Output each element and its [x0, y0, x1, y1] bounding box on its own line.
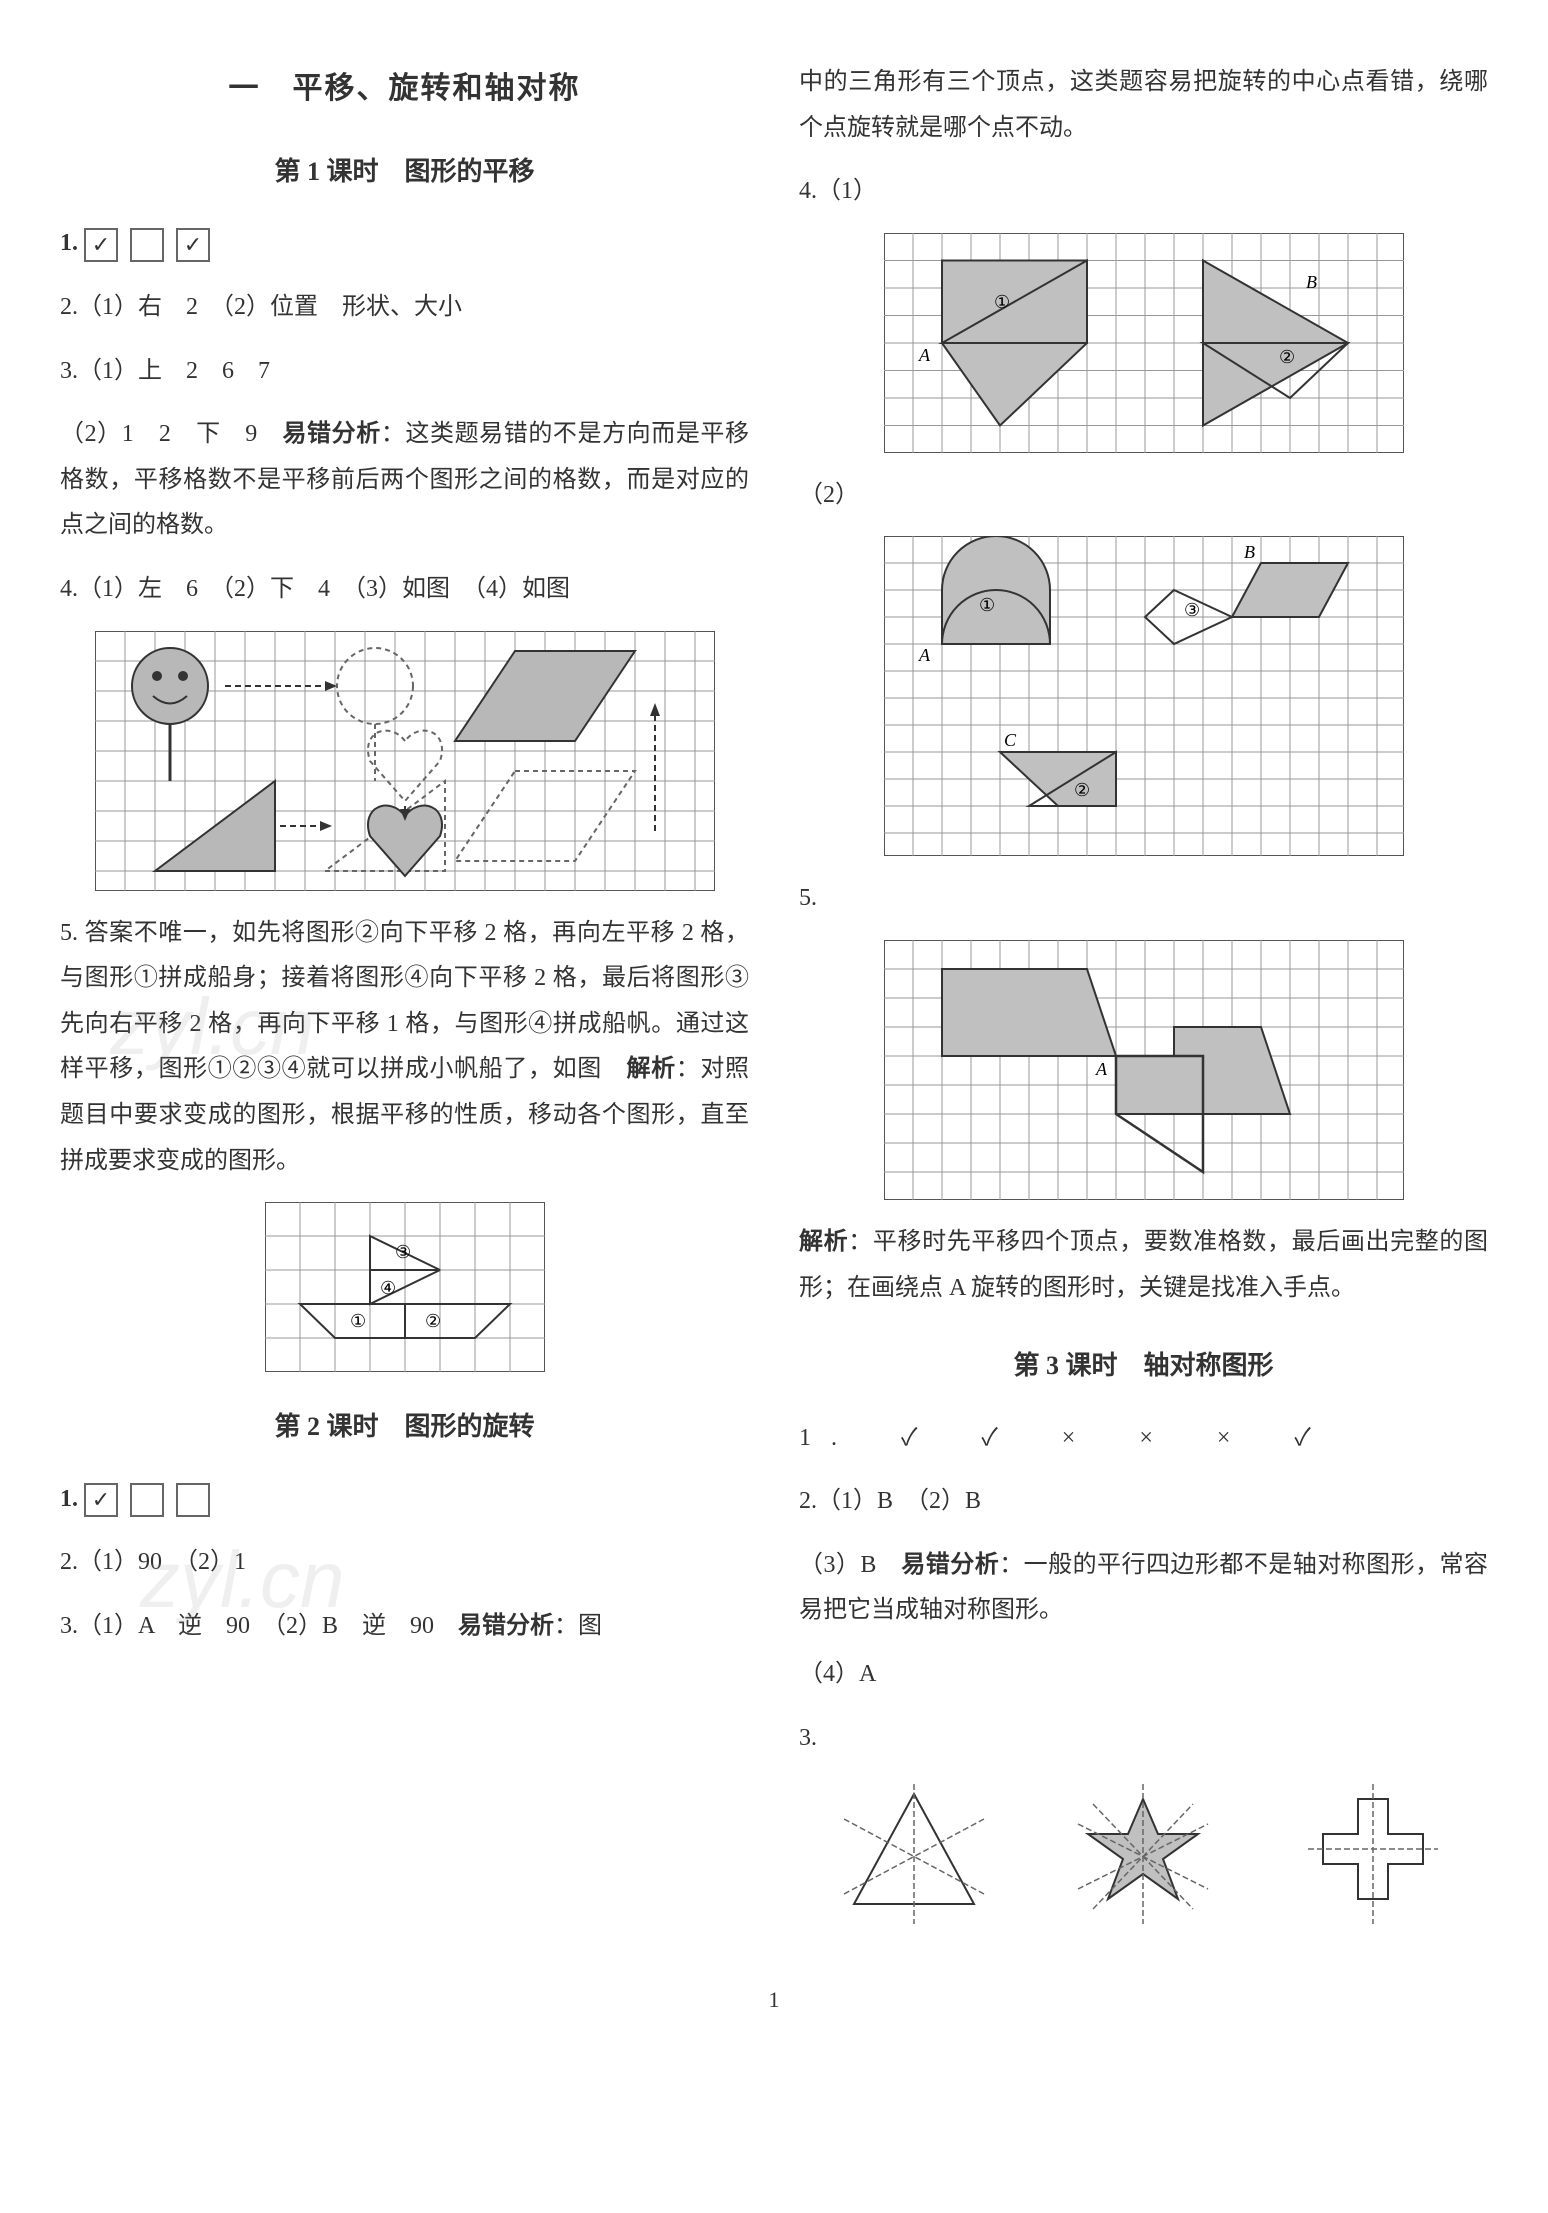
lesson2-fig5: A [799, 940, 1488, 1200]
svg-text:C: C [1004, 730, 1017, 750]
l2-q3-prefix: 3.（1）A 逆 90 （2）B 逆 90 [60, 1613, 458, 1639]
fig5-svg: A [884, 940, 1404, 1200]
symmetry-figures [799, 1779, 1488, 1929]
svg-text:B: B [1306, 272, 1317, 292]
lesson3-q3label: 3. [799, 1716, 1488, 1762]
lesson2-q3: 3.（1）A 逆 90 （2）B 逆 90 易错分析：图 zyl.cn [60, 1604, 749, 1650]
lesson1-q4: 4.（1）左 6 （2）下 4 （3）如图 （4）如图 [60, 567, 749, 613]
lesson3-q4: （4）A [799, 1652, 1488, 1698]
lesson1-q1: 1. ✓ ✓ [60, 221, 749, 267]
svg-text:①: ① [350, 1311, 366, 1331]
svg-text:A: A [1095, 1059, 1108, 1079]
l2-checkbox-1: ✓ [84, 1483, 118, 1517]
boat-svg: ③ ④ ① ② [265, 1202, 545, 1372]
svg-text:①: ① [979, 595, 995, 615]
svg-text:②: ② [1074, 780, 1090, 800]
fig4-2-svg: A ① B ③ C ② [884, 536, 1404, 856]
q3-2-prefix: （2）1 2 下 9 [60, 421, 282, 447]
svg-text:A: A [918, 645, 931, 665]
left-column: 一 平移、旋转和轴对称 第 1 课时 图形的平移 1. ✓ ✓ 2.（1）右 2… [60, 60, 749, 1949]
triangle-symmetry [834, 1779, 994, 1929]
fig4-1-svg: A ① B ② [884, 233, 1404, 453]
cross-symmetry [1293, 1779, 1453, 1929]
svg-text:④: ④ [380, 1278, 396, 1298]
checkbox-2 [130, 228, 164, 262]
svg-text:①: ① [994, 292, 1010, 312]
boat-figure: ③ ④ ① ② [60, 1202, 749, 1372]
svg-text:A: A [918, 345, 931, 365]
lesson1-q3-2: （2）1 2 下 9 易错分析：这类题易错的不是方向而是平移格数，平移格数不是平… [60, 412, 749, 549]
right-column: 中的三角形有三个顶点，这类题容易把旋转的中心点看错，绕哪个点旋转就是哪个点不动。… [799, 60, 1488, 1949]
l2-checkbox-3 [176, 1483, 210, 1517]
l3-q3-bold: 易错分析 [901, 1552, 999, 1578]
checkbox-1: ✓ [84, 228, 118, 262]
l2-q5-text: ：平移时先平移四个顶点，要数准格数，最后画出完整的图形；在画绕点 A 旋转的图形… [799, 1229, 1488, 1301]
lesson2-q4-2-label: （2） [799, 473, 1488, 519]
lesson2-fig4-1: A ① B ② [799, 233, 1488, 453]
lesson2-fig4-2: A ① B ③ C ② [799, 536, 1488, 856]
lesson2-q2: 2.（1）90 （2）1 [60, 1540, 749, 1586]
svg-text:③: ③ [395, 1242, 411, 1262]
star-symmetry [1063, 1779, 1223, 1929]
lesson2-q4-1-label: 4.（1） [799, 169, 1488, 215]
lesson3-q2: 2.（1）B （2）B [799, 1479, 1488, 1525]
lesson1-q2: 2.（1）右 2 （2）位置 形状、大小 [60, 285, 749, 331]
l2-q3-rest-top: ：图 [554, 1613, 602, 1639]
lesson3-q1: 1. ✓ ✓ × × × ✓ [799, 1416, 1488, 1462]
l3-q3-prefix: （3）B [799, 1552, 901, 1578]
page-number: 1 [60, 1979, 1488, 2021]
lesson2-q1: 1. ✓ [60, 1477, 749, 1523]
l2-q5-bold: 解析 [799, 1229, 848, 1255]
svg-text:②: ② [425, 1311, 441, 1331]
chapter-title: 一 平移、旋转和轴对称 [60, 60, 749, 117]
svg-text:②: ② [1279, 347, 1295, 367]
lesson1-q5: 5. 答案不唯一，如先将图形②向下平移 2 格，再向左平移 2 格，与图形①拼成… [60, 911, 749, 1185]
lesson2-q3-continue: 中的三角形有三个顶点，这类题容易把旋转的中心点看错，绕哪个点旋转就是哪个点不动。 [799, 60, 1488, 151]
lesson1-q4-figure [60, 631, 749, 891]
l2-checkbox-2 [130, 1483, 164, 1517]
lesson3-q3: （3）B 易错分析：一般的平行四边形都不是轴对称图形，常容易把它当成轴对称图形。 [799, 1543, 1488, 1634]
checkbox-3: ✓ [176, 228, 210, 262]
lesson1-title: 第 1 课时 图形的平移 [60, 147, 749, 196]
lesson3-title: 第 3 课时 轴对称图形 [799, 1341, 1488, 1390]
q5-bold: 解析 [626, 1056, 675, 1082]
q3-2-bold: 易错分析 [282, 421, 380, 447]
lesson2-title: 第 2 课时 图形的旋转 [60, 1402, 749, 1451]
l2-q3-bold: 易错分析 [458, 1613, 554, 1639]
lesson2-q5-text: 解析：平移时先平移四个顶点，要数准格数，最后画出完整的图形；在画绕点 A 旋转的… [799, 1220, 1488, 1311]
svg-text:③: ③ [1184, 600, 1200, 620]
lesson1-q3-1: 3.（1）上 2 6 7 [60, 349, 749, 395]
lesson2-q5-label: 5. [799, 876, 1488, 922]
translation-figure [95, 631, 715, 891]
svg-text:B: B [1244, 542, 1255, 562]
